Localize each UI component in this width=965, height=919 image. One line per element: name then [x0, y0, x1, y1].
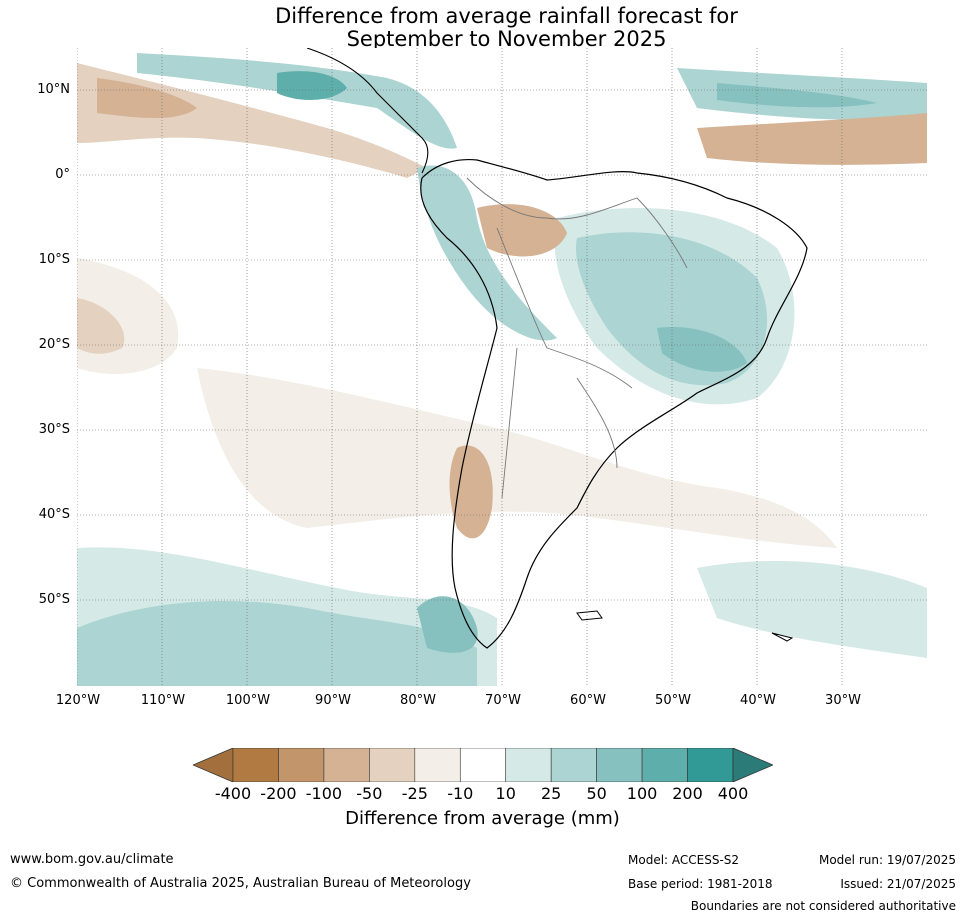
footer-model-run: Model run: 19/07/2025 — [818, 853, 956, 867]
colorbar — [193, 748, 773, 782]
contour-andes-wet — [417, 165, 557, 341]
colorbar-tick-label: 10 — [495, 784, 516, 803]
country-borders — [466, 177, 688, 499]
colorbar-tick-label: 400 — [717, 784, 749, 803]
contour-west-dry-south-mid — [77, 298, 125, 354]
colorbar-tick-label: 200 — [672, 784, 703, 803]
contour-atlantic-wet-core — [717, 83, 877, 108]
map-title-line2: September to November 2025 — [346, 27, 667, 51]
lon-label-90w: 90°W — [315, 693, 351, 708]
colorbar-segment — [505, 748, 552, 782]
map-title-line1: Difference from average rainfall forecas… — [275, 4, 738, 28]
colorbar-segment — [369, 748, 416, 782]
contour-southeast-wet — [697, 560, 927, 658]
lon-label-110w: 110°W — [140, 693, 186, 708]
footer-url: www.bom.gov.au/climate — [10, 852, 174, 867]
colorbar-tick-label: -25 — [401, 784, 428, 803]
colorbar-segments — [193, 748, 773, 782]
colorbar-arrow-low — [193, 748, 234, 782]
lon-label-80w: 80°W — [400, 693, 436, 708]
lat-label-0: 0° — [55, 167, 70, 182]
lon-label-40w: 40°W — [740, 693, 776, 708]
colorbar-segment — [596, 748, 643, 782]
lat-label-10s: 10°S — [38, 252, 70, 267]
colorbar-segment — [232, 748, 279, 782]
south-america-coastline — [420, 158, 808, 649]
contour-chile-dry — [449, 445, 493, 539]
contour-north-dry-core — [97, 78, 197, 118]
colorbar-segment — [414, 748, 461, 782]
lon-label-70w: 70°W — [485, 693, 521, 708]
central-america-coastline — [306, 48, 429, 174]
colorbar-segment — [459, 748, 507, 782]
lon-label-60w: 60°W — [570, 693, 606, 708]
lon-label-100w: 100°W — [225, 693, 271, 708]
lat-label-50s: 50°S — [38, 592, 70, 607]
contour-south-wet-mid — [77, 600, 477, 686]
lon-label-50w: 50°W — [655, 693, 691, 708]
falkland-islands — [576, 610, 603, 621]
footer-copyright: © Commonwealth of Australia 2025, Austra… — [10, 876, 471, 891]
colorbar-tick-label: -100 — [305, 784, 343, 803]
footer-issued: Issued: 21/07/2025 — [840, 877, 956, 891]
lat-label-30s: 30°S — [38, 422, 70, 437]
colorbar-segment — [550, 748, 597, 782]
contour-amazon-dry — [477, 204, 567, 257]
colorbar-tick-label: -50 — [356, 784, 383, 803]
colorbar-segment — [278, 748, 325, 782]
contour-atlantic-dry — [697, 113, 927, 165]
colorbar-tick-label: -10 — [447, 784, 474, 803]
colorbar-segment — [687, 748, 734, 782]
footer-base-period: Base period: 1981-2018 — [628, 877, 773, 891]
footer-model: Model: ACCESS-S2 — [628, 853, 740, 867]
contour-north-wet-core — [277, 71, 347, 100]
colorbar-label: Difference from average (mm) — [345, 808, 620, 829]
lon-label-30w: 30°W — [825, 693, 861, 708]
lon-label-120w: 120°W — [55, 693, 101, 708]
colorbar-tick-label: 100 — [626, 784, 658, 803]
colorbar-tick-label: -200 — [260, 784, 297, 803]
colorbar-tick-label: 25 — [540, 784, 562, 803]
contour-patagonia-wet — [417, 596, 478, 653]
footer-disclaimer: Boundaries are not considered authoritat… — [690, 899, 956, 913]
map-svg — [77, 48, 927, 686]
graticule — [77, 48, 927, 686]
lat-label-10n: 10°N — [37, 82, 70, 97]
lat-label-40s: 40°S — [38, 507, 70, 522]
contour-north-wet-band — [137, 53, 457, 149]
colorbar-segment — [323, 748, 370, 782]
contour-brazil-wet-core — [657, 327, 747, 372]
south-georgia — [771, 632, 794, 642]
colorbar-segment — [641, 748, 688, 782]
rainfall-contours — [77, 53, 927, 686]
contour-north-dry-band — [77, 63, 427, 178]
lat-label-20s: 20°S — [38, 337, 70, 352]
forecast-map — [77, 48, 927, 686]
colorbar-arrow-high — [732, 748, 773, 782]
colorbar-tick-label: -400 — [214, 784, 252, 803]
colorbar-tick-label: 50 — [586, 784, 607, 803]
contour-central-dry-band — [197, 368, 837, 548]
